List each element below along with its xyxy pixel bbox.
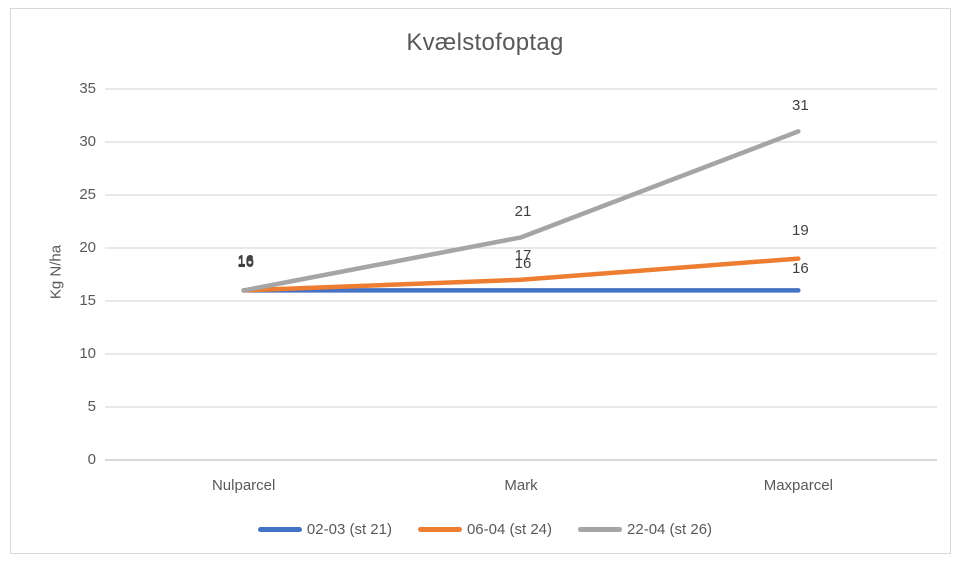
y-tick-label: 25 (79, 186, 96, 203)
data-label: 16 (237, 253, 254, 271)
y-tick-label: 20 (79, 239, 96, 256)
y-tick-label: 35 (79, 80, 96, 97)
y-tick-label: 15 (79, 292, 96, 309)
data-label: 31 (791, 97, 809, 115)
data-label: 16 (791, 260, 809, 278)
legend: 02-03 (st 21) 06-04 (st 24) 22-04 (st 26) (0, 518, 970, 540)
legend-item-2: 22-04 (st 26) (578, 521, 712, 538)
y-tick-label: 0 (87, 451, 96, 468)
data-label: 19 (791, 221, 809, 239)
data-label: 17 (514, 246, 532, 264)
x-category-label: Maxparcel (763, 477, 833, 494)
chart-title: Kvælstofoptag (406, 29, 564, 56)
legend-label: 22-04 (st 26) (627, 520, 713, 538)
legend-line-marker (578, 526, 623, 532)
data-label: 16 (237, 252, 254, 270)
legend-line-marker (257, 526, 302, 532)
data-label: 16 (514, 255, 532, 273)
legend-item-0: 02-03 (st 21) (257, 520, 392, 538)
chart-frame[interactable] (10, 8, 951, 554)
legend-item-1: 06-04 (st 24) (417, 520, 553, 538)
legend-label: 02-03 (st 21) (306, 520, 392, 538)
x-category-label: Mark (504, 477, 538, 494)
data-label: 21 (514, 203, 532, 221)
legend-line-marker (417, 526, 462, 532)
data-label: 16 (237, 254, 254, 272)
y-tick-label: 5 (87, 398, 96, 415)
x-category-label: Nulparcel (211, 477, 276, 494)
y-tick-label: 10 (79, 345, 96, 362)
legend-label: 06-04 (st 24) (466, 520, 553, 538)
y-tick-label: 30 (79, 133, 96, 150)
